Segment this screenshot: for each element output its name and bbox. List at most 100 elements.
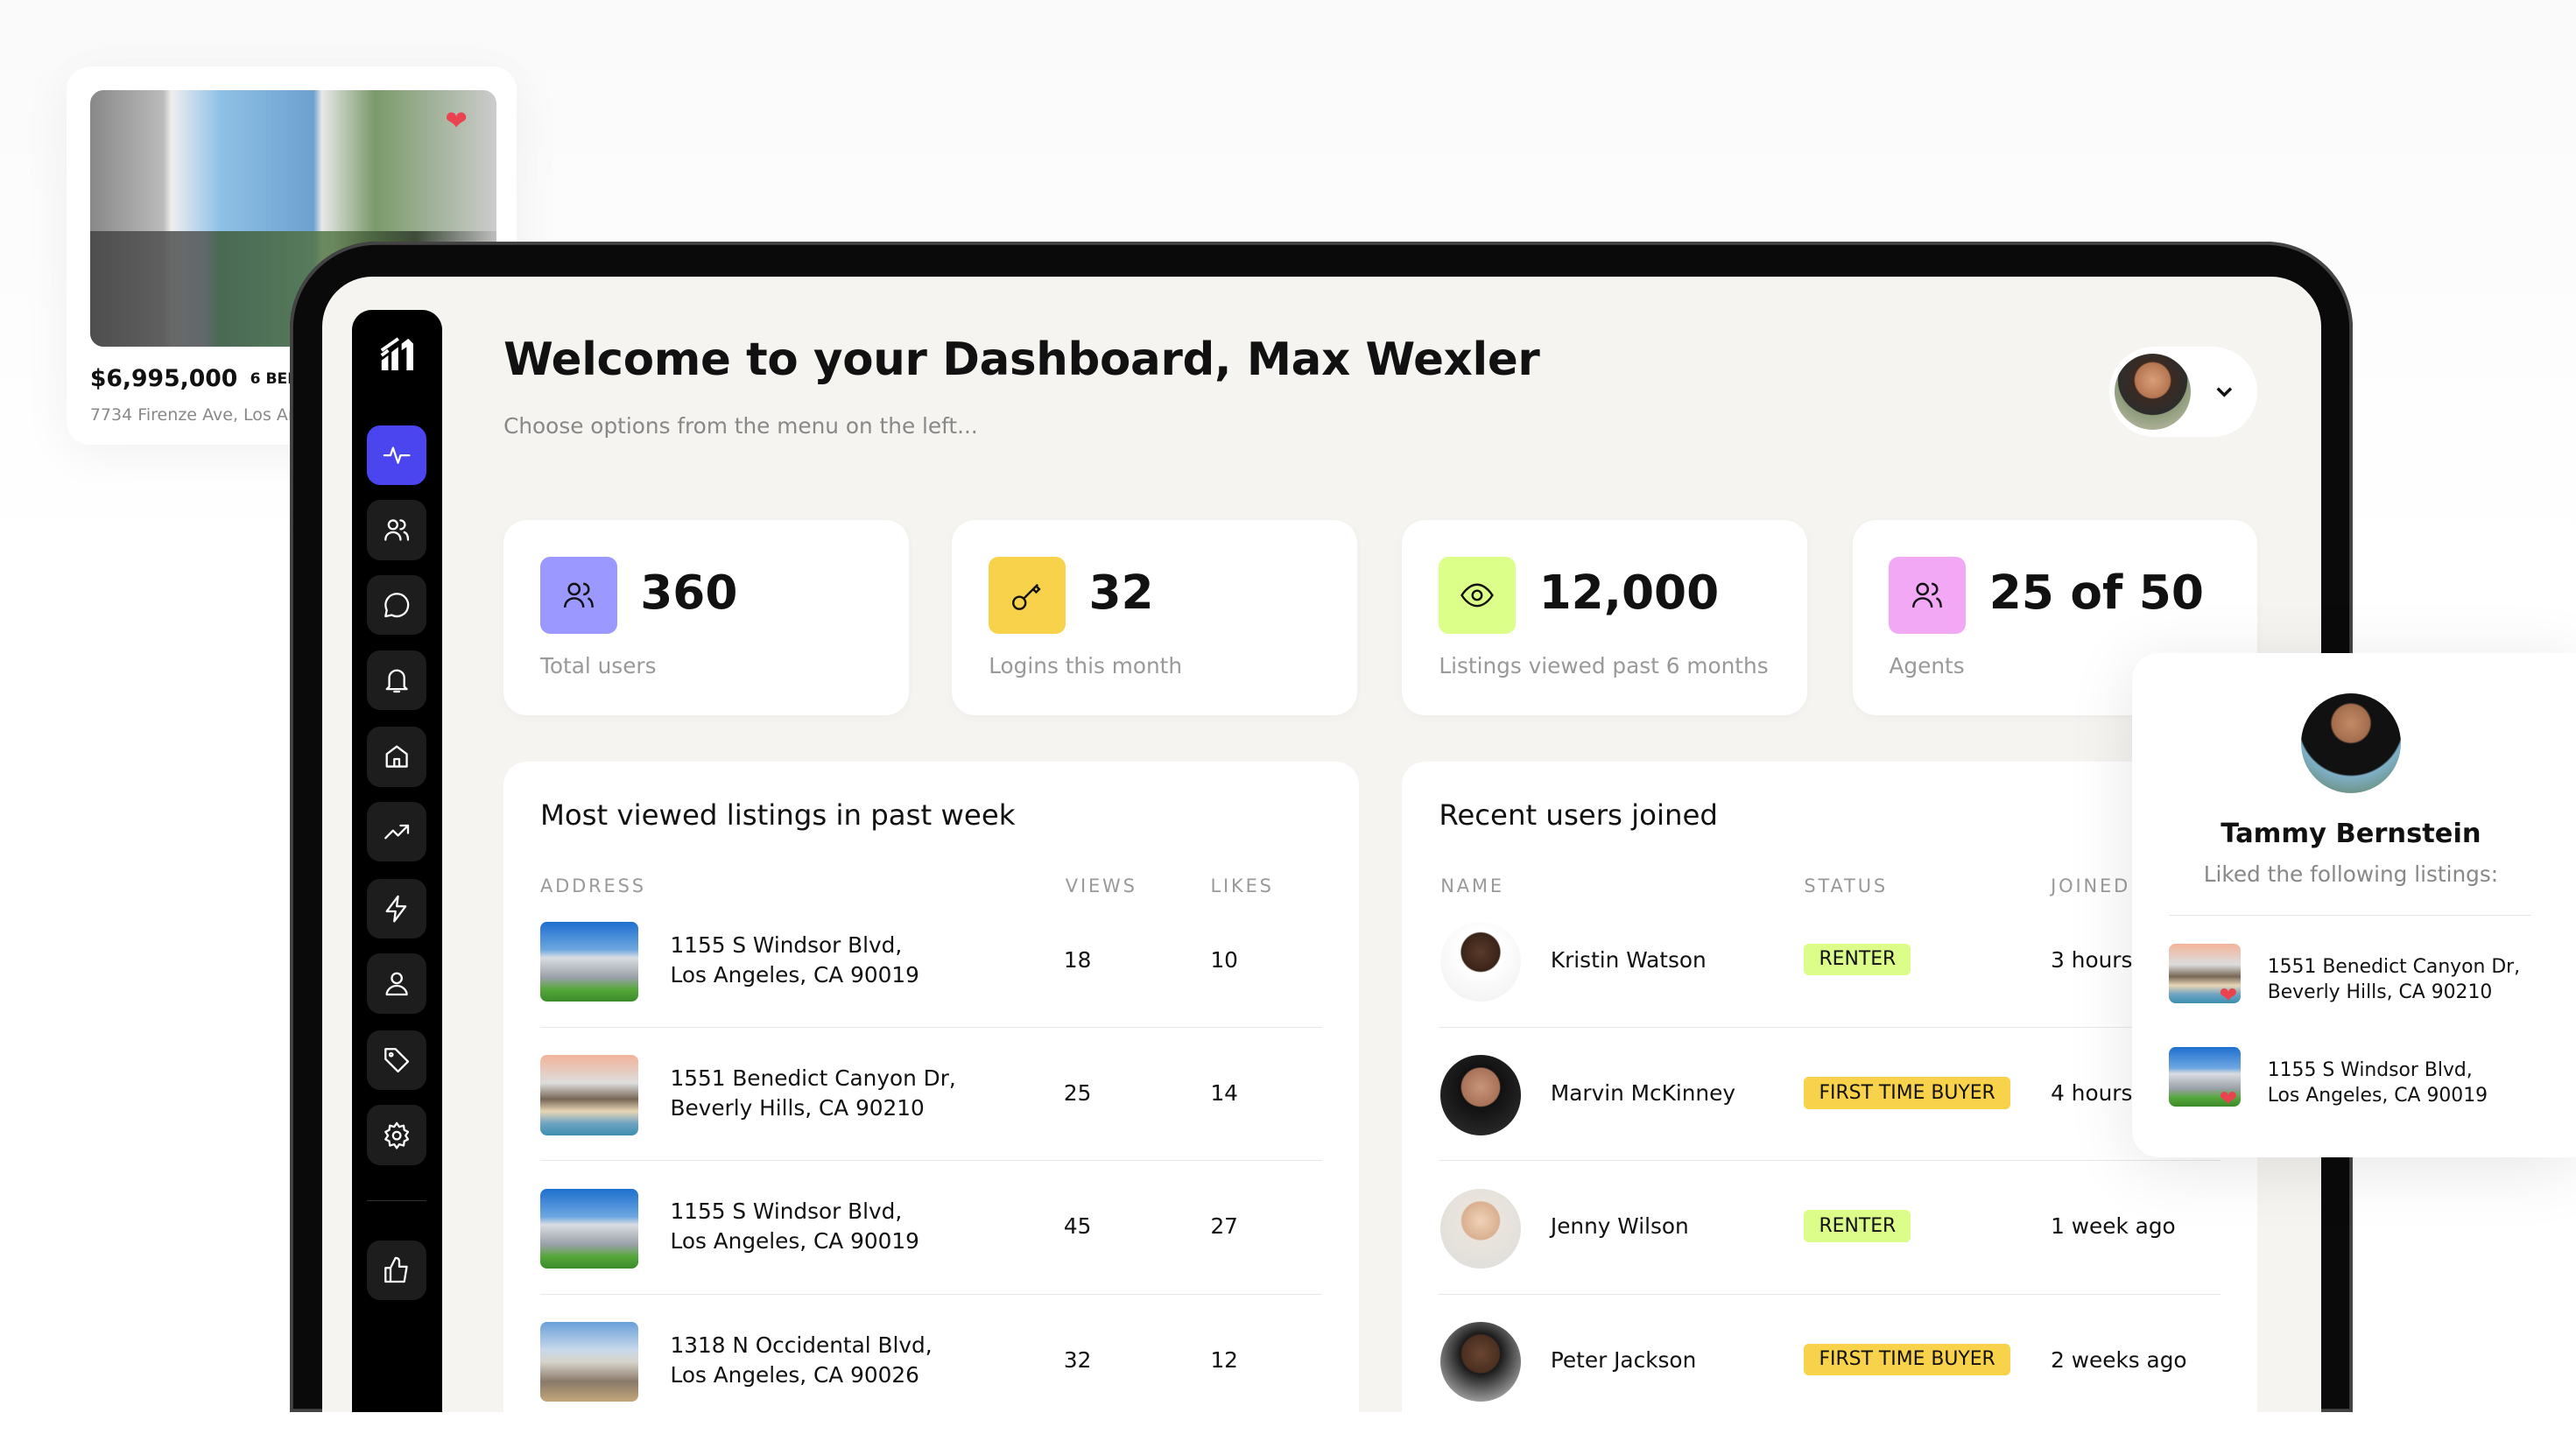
heart-icon: ❤ bbox=[2219, 1086, 2238, 1112]
listing-thumbnail bbox=[539, 1322, 639, 1402]
table-row[interactable]: Jenny Wilson RENTER 1 week ago bbox=[1439, 1188, 2221, 1322]
status-badge: FIRST TIME BUYER bbox=[1804, 1343, 2010, 1376]
listing-line2: Los Angeles, CA 90019 bbox=[2267, 1084, 2488, 1107]
heart-icon: ❤ bbox=[2219, 982, 2238, 1009]
user-likes-popup: Tammy Bernstein Liked the following list… bbox=[2132, 653, 2576, 1157]
stat-value: 12,000 bbox=[1538, 565, 1720, 620]
stat-label: Total users bbox=[539, 653, 657, 679]
sidebar-item-messages[interactable] bbox=[366, 574, 427, 636]
sidebar-item-profile[interactable] bbox=[366, 953, 427, 1014]
row-divider bbox=[1439, 1026, 2221, 1028]
trending-up-icon bbox=[384, 824, 410, 840]
table-row[interactable]: Peter Jackson FIRST TIME BUYER 2 weeks a… bbox=[1439, 1322, 2221, 1455]
sidebar-item-listings[interactable] bbox=[366, 727, 427, 787]
row-divider bbox=[1439, 1293, 2221, 1295]
table-row[interactable]: 1155 S Windsor Blvd, Los Angeles, CA 9001… bbox=[539, 922, 1323, 1055]
account-menu[interactable] bbox=[2108, 347, 2258, 437]
gear-icon bbox=[384, 1121, 410, 1149]
table-row[interactable]: Kristin Watson RENTER 3 hours ago bbox=[1439, 922, 2221, 1055]
address-line2: Beverly Hills, CA 90210 bbox=[670, 1095, 925, 1121]
listing-line1: 1155 S Windsor Blvd, bbox=[2267, 1059, 2473, 1082]
address-line1: 1155 S Windsor Blvd, bbox=[670, 931, 903, 958]
user-avatar bbox=[1440, 1188, 1521, 1269]
listing-address: 7734 Firenze Ave, Los Angeles bbox=[89, 404, 343, 425]
listing-thumbnail bbox=[2169, 943, 2242, 1004]
user-name: Marvin McKinney bbox=[1550, 1080, 1735, 1106]
column-header-views: VIEWS bbox=[1065, 875, 1137, 896]
recent-users-panel: Recent users joined NAME STATUS JOINED K… bbox=[1402, 762, 2258, 1412]
stat-label: Listings viewed past 6 months bbox=[1439, 653, 1769, 679]
logo-icon bbox=[380, 336, 414, 370]
table-row[interactable]: 1551 Benedict Canyon Dr, Beverly Hills, C… bbox=[539, 1055, 1323, 1188]
user-avatar bbox=[1440, 1055, 1521, 1135]
sidebar-item-activity[interactable] bbox=[366, 425, 427, 486]
listing-line1: 1551 Benedict Canyon Dr, bbox=[2267, 956, 2521, 979]
stat-card-total-users: 360 Total users bbox=[503, 520, 909, 715]
table-row[interactable]: Marvin McKinney FIRST TIME BUYER 4 hours… bbox=[1439, 1055, 2221, 1188]
sidebar-item-feedback[interactable] bbox=[366, 1240, 427, 1301]
users-icon bbox=[384, 519, 410, 542]
address-line1: 1155 S Windsor Blvd, bbox=[670, 1198, 903, 1225]
row-divider bbox=[1439, 1160, 2221, 1162]
status-badge: FIRST TIME BUYER bbox=[1804, 1077, 2010, 1109]
user-icon bbox=[385, 972, 408, 996]
user-name: Peter Jackson bbox=[1550, 1346, 1697, 1373]
popup-user-name: Tammy Bernstein bbox=[2221, 818, 2481, 849]
table-row[interactable]: 1155 S Windsor Blvd, Los Angeles, CA 9001… bbox=[539, 1188, 1323, 1322]
stat-icon-bg bbox=[539, 557, 617, 634]
sidebar-item-notifications[interactable] bbox=[366, 650, 427, 711]
lightning-icon bbox=[385, 895, 407, 923]
sidebar-divider bbox=[366, 1200, 427, 1202]
joined-value: 2 weeks ago bbox=[2051, 1346, 2187, 1373]
column-header-joined: JOINED bbox=[2051, 875, 2131, 896]
stat-icon-bg bbox=[989, 557, 1066, 634]
user-name: Jenny Wilson bbox=[1550, 1213, 1689, 1240]
stat-card-logins: 32 Logins this month bbox=[952, 520, 1358, 715]
popup-divider bbox=[2169, 915, 2531, 917]
user-name: Kristin Watson bbox=[1550, 946, 1707, 973]
views-value: 45 bbox=[1063, 1213, 1092, 1240]
key-icon bbox=[1012, 583, 1041, 610]
address-line1: 1551 Benedict Canyon Dr, bbox=[670, 1065, 956, 1091]
likes-value: 10 bbox=[1210, 946, 1238, 973]
sidebar-item-users[interactable] bbox=[366, 500, 427, 560]
stage: ❤ $6,995,000 6 BED 7734 Firenze Ave, Los… bbox=[0, 0, 2576, 1412]
status-badge: RENTER bbox=[1804, 1210, 1911, 1242]
listing-thumbnail bbox=[2169, 1046, 2242, 1107]
user-avatar bbox=[1440, 922, 1521, 1002]
liked-listing-item[interactable]: ❤ 1551 Benedict Canyon Dr, Beverly Hills,… bbox=[2169, 943, 2552, 1010]
page-subtitle: Choose options from the menu on the left… bbox=[503, 413, 978, 439]
likes-value: 14 bbox=[1210, 1080, 1238, 1106]
column-header-address: ADDRESS bbox=[539, 875, 646, 896]
stat-icon-bg bbox=[1439, 557, 1516, 634]
sidebar-item-settings[interactable] bbox=[366, 1105, 427, 1166]
avatar bbox=[2300, 693, 2402, 794]
liked-listing-item[interactable]: ❤ 1155 S Windsor Blvd, Los Angeles, CA 90… bbox=[2169, 1046, 2552, 1114]
listing-line2: Beverly Hills, CA 90210 bbox=[2267, 981, 2493, 1003]
address-line2: Los Angeles, CA 90026 bbox=[670, 1361, 919, 1388]
sidebar-item-automations[interactable] bbox=[366, 878, 427, 939]
home-icon bbox=[385, 745, 408, 769]
row-divider bbox=[539, 1026, 1323, 1028]
listing-price: $6,995,000 bbox=[89, 365, 238, 392]
user-avatar bbox=[1440, 1322, 1521, 1402]
popup-subtitle: Liked the following listings: bbox=[2203, 861, 2499, 888]
stat-icon-bg bbox=[1889, 557, 1967, 634]
stat-label: Agents bbox=[1889, 653, 1965, 679]
status-badge: RENTER bbox=[1804, 943, 1911, 976]
table-row[interactable]: 1318 N Occidental Blvd, Los Angeles, CA 9… bbox=[539, 1322, 1322, 1455]
views-value: 32 bbox=[1063, 1346, 1092, 1373]
thumbs-up-icon bbox=[384, 1256, 408, 1283]
address-line2: Los Angeles, CA 90019 bbox=[670, 961, 919, 988]
panel-title: Recent users joined bbox=[1439, 798, 1718, 833]
listing-thumbnail bbox=[539, 1188, 639, 1269]
stat-value: 360 bbox=[640, 565, 738, 620]
users-icon bbox=[1912, 582, 1943, 608]
sidebar-item-tags[interactable] bbox=[366, 1030, 427, 1091]
heart-icon[interactable]: ❤ bbox=[445, 105, 468, 137]
stat-label: Logins this month bbox=[989, 653, 1183, 679]
views-value: 25 bbox=[1063, 1080, 1092, 1106]
sidebar-item-analytics[interactable] bbox=[366, 801, 427, 862]
listing-thumbnail bbox=[539, 1055, 639, 1135]
most-viewed-listings-panel: Most viewed listings in past week ADDRES… bbox=[503, 762, 1359, 1412]
